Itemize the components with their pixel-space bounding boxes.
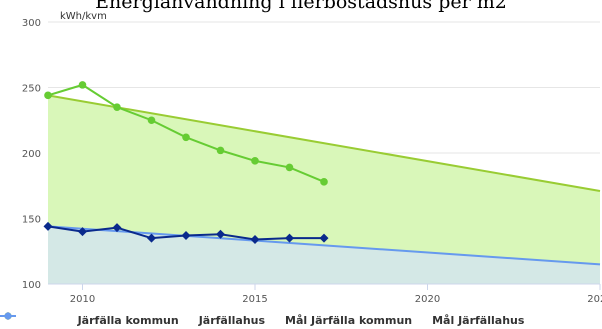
legend-label: Mål Järfälla kommun bbox=[285, 313, 413, 327]
point-j-rf-llahus-2011 bbox=[112, 223, 122, 233]
point-j-rf-lla-kommun-2009 bbox=[44, 91, 52, 100]
point-j-rf-lla-kommun-2013 bbox=[182, 133, 190, 142]
legend-item-j-rf-llahus[interactable]: Järfällahus bbox=[0, 312, 266, 327]
legend-item-m-l-j-rf-llahus[interactable]: Mål Järfällahus bbox=[0, 312, 525, 327]
point-j-rf-llahus-2012 bbox=[147, 233, 156, 243]
legend-item-j-rf-lla-kommun[interactable]: Järfälla kommun bbox=[0, 312, 179, 327]
point-j-rf-llahus-2009 bbox=[43, 221, 53, 231]
point-j-rf-llahus-2017 bbox=[319, 233, 329, 243]
x-tick-label-2015: 2015 bbox=[242, 294, 267, 305]
point-j-rf-lla-kommun-2012 bbox=[147, 116, 156, 125]
chart-title: Energianvändning i flerbostadshus per m2 bbox=[95, 0, 507, 13]
series-line-m-l-j-rf-llahus bbox=[47, 225, 601, 266]
y-tick-label-200: 200 bbox=[22, 149, 41, 160]
legend-label: Mål Järfällahus bbox=[432, 313, 525, 327]
series-line-m-l-j-rf-lla-kommun bbox=[47, 94, 601, 192]
point-j-rf-lla-kommun-2017 bbox=[320, 178, 328, 186]
legend-label: Järfälla kommun bbox=[77, 313, 179, 327]
point-j-rf-lla-kommun-2011 bbox=[113, 103, 121, 111]
point-j-rf-lla-kommun-2015 bbox=[251, 157, 259, 165]
y-tick-label-250: 250 bbox=[22, 84, 41, 95]
point-j-rf-lla-kommun-2014 bbox=[216, 146, 225, 155]
y-unit-label: kWh/kvm bbox=[60, 11, 107, 22]
legend-item-m-l-j-rf-lla-kommun[interactable]: Mål Järfälla kommun bbox=[0, 312, 413, 327]
x-tick-label-2020: 2020 bbox=[415, 294, 440, 305]
point-j-rf-llahus-2013 bbox=[181, 231, 191, 241]
point-j-rf-lla-kommun-2016 bbox=[285, 163, 294, 172]
x-tick-label-2025: 2025 bbox=[587, 294, 602, 305]
y-tick-label-100: 100 bbox=[22, 280, 41, 291]
point-j-rf-llahus-2010 bbox=[78, 227, 87, 237]
x-tick-label-2010: 2010 bbox=[70, 294, 95, 305]
legend-label: Järfällahus bbox=[198, 313, 266, 327]
y-tick-label-150: 150 bbox=[22, 215, 41, 226]
legend: Järfälla kommun Järfällahus Mål Järfälla k… bbox=[0, 311, 602, 329]
legend-symbol-m-l-j-rf-llahus bbox=[0, 312, 16, 320]
y-tick-label-300: 300 bbox=[22, 18, 41, 29]
point-j-rf-lla-kommun-2010 bbox=[78, 81, 87, 89]
point-j-rf-llahus-2015 bbox=[250, 234, 260, 244]
point-j-rf-llahus-2016 bbox=[285, 233, 294, 243]
area-m-l-j-rf-llahus bbox=[48, 226, 600, 284]
point-j-rf-llahus-2014 bbox=[216, 229, 225, 239]
